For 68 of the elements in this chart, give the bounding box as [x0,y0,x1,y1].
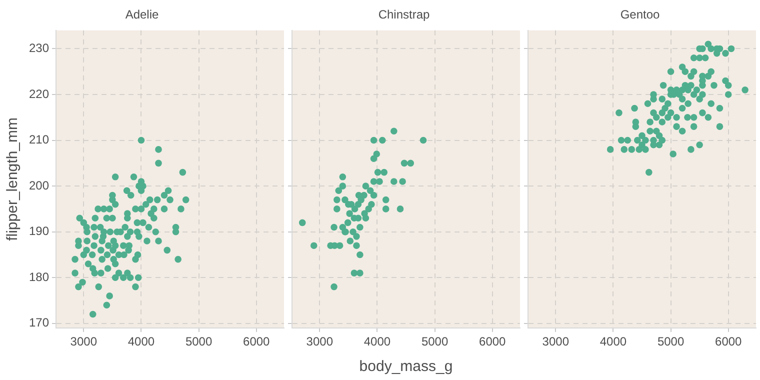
point [378,136,386,144]
x-tick-label: 6000 [479,334,506,349]
y-tick-label: 230 [28,41,50,56]
point [399,178,406,185]
x-tick-label: 6000 [243,334,270,349]
point [298,219,306,226]
x-tick-label: 3000 [306,334,334,349]
y-tick-label: 170 [28,316,50,330]
point [354,200,362,208]
chart-title: Gentoo [620,8,660,22]
point [353,233,360,240]
point [374,168,382,176]
point [396,206,404,212]
point [380,168,388,176]
point [362,182,370,190]
point [346,210,353,217]
point [370,192,378,199]
point [390,178,398,185]
point [344,219,352,226]
point [339,182,346,190]
x-tick-label: 4000 [128,334,155,349]
point [420,136,427,144]
point [356,251,364,258]
point [339,174,346,180]
x-tick-label: 5000 [421,334,448,349]
point [310,242,318,249]
point [336,242,344,249]
x-tick-label: 6000 [715,334,742,349]
point [382,196,390,204]
y-tick-label: 190 [28,224,50,238]
point [365,206,372,212]
point [330,283,338,290]
x-tick-label: 3000 [70,334,98,349]
y-axis-title: flipper_length_mm [4,117,22,241]
point [350,228,356,236]
point [382,206,390,212]
x-axis-title: body_mass_g [359,358,453,376]
point [390,128,398,135]
point [356,270,364,276]
point [370,178,378,185]
point [334,206,340,212]
x-tick-label: 5000 [185,334,212,349]
point [370,136,378,144]
point [356,224,364,231]
chart-title: Adelie [125,8,160,22]
point [376,178,383,185]
point [346,238,354,244]
point [351,206,358,212]
point [407,160,414,167]
x-tick-label: 5000 [657,334,684,349]
point [342,196,348,204]
point [370,155,378,162]
y-tick-label: 220 [28,86,50,101]
point [335,187,342,194]
y-tick-label: 210 [28,132,50,147]
x-tick-label: 4000 [600,334,627,349]
point [366,187,374,194]
x-tick-label: 4000 [364,334,391,349]
y-tick-label: 200 [28,178,50,192]
point [353,242,360,249]
point [334,196,340,204]
point [362,214,370,222]
point [330,224,338,231]
point [350,270,358,276]
chart-title: Chinstrap [378,8,430,22]
y-tick-label: 180 [28,270,50,284]
x-tick-label: 3000 [542,334,570,349]
point [400,160,408,167]
